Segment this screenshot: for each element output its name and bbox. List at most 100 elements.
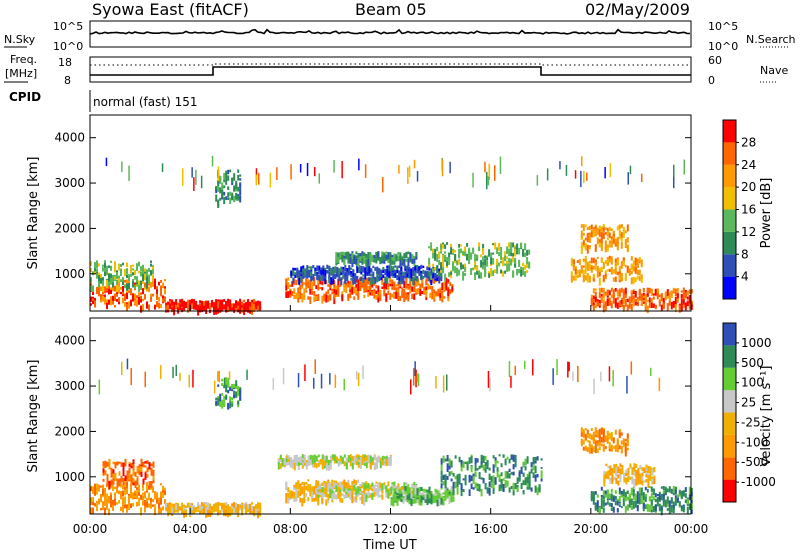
power-cell: [223, 172, 226, 180]
velocity-cell: [347, 455, 350, 463]
velocity-cell: [536, 487, 539, 496]
power-cell: [391, 257, 394, 261]
power-cell: [187, 303, 190, 308]
power-cell: [602, 287, 605, 293]
power-cell: [398, 276, 401, 285]
velocity-cell: [257, 507, 260, 510]
power-cell: [351, 252, 354, 260]
velocity-cell: [235, 507, 238, 513]
velocity-cell: [405, 482, 408, 486]
power-cell: [387, 290, 390, 295]
velocity-cell: [303, 486, 306, 491]
velocity-cell: [321, 493, 324, 499]
velocity-cell: [414, 496, 417, 504]
power-cell: [616, 271, 619, 276]
power-cell: [287, 277, 290, 281]
power-cell: [422, 265, 425, 268]
velocity-cell: [134, 495, 136, 498]
power-cell: [397, 255, 400, 261]
velocity-cell: [645, 472, 648, 475]
velocity-cell: [227, 504, 230, 510]
power-cell: [454, 250, 457, 253]
power-cell: [396, 269, 399, 274]
y-tick-label: 3000: [54, 176, 85, 190]
power-cell: [313, 296, 316, 302]
power-cell: [175, 299, 178, 305]
power-cell: [514, 245, 517, 248]
velocity-cell: [418, 494, 421, 503]
velocity-streak: [126, 358, 129, 370]
velocity-cell: [397, 484, 400, 488]
velocity-streak: [508, 361, 511, 378]
power-cell: [245, 301, 248, 308]
velocity-cell: [440, 483, 443, 488]
power-cell: [510, 246, 513, 253]
velocity-cell: [317, 460, 320, 467]
velocity-cell: [355, 480, 358, 486]
power-cell: [375, 295, 378, 300]
velocity-cell: [397, 487, 400, 492]
power-cell: [426, 276, 429, 279]
power-cell: [620, 232, 623, 238]
velocity-cell: [201, 506, 204, 515]
power-cell: [419, 283, 422, 291]
colorbar-segment: [723, 231, 736, 255]
power-cell: [447, 279, 450, 282]
velocity-cell: [446, 454, 449, 462]
velocity-cell: [277, 462, 280, 470]
power-streak: [314, 167, 316, 177]
power-cell: [247, 300, 250, 308]
power-cell: [225, 173, 228, 178]
power-cell: [504, 263, 507, 266]
power-cell: [328, 271, 331, 278]
power-cell: [602, 233, 605, 240]
velocity-cell: [658, 493, 661, 496]
power-cell: [417, 288, 420, 295]
power-cell: [318, 265, 321, 274]
velocity-streak: [442, 375, 445, 393]
power-cell: [454, 266, 457, 274]
power-cell: [309, 289, 312, 295]
power-cell: [480, 254, 483, 258]
power-cell: [306, 270, 309, 279]
velocity-cell: [355, 457, 358, 462]
power-cell: [110, 296, 112, 304]
power-cell: [443, 296, 446, 299]
velocity-cell: [132, 502, 134, 507]
velocity-cell: [331, 486, 334, 491]
power-cell: [140, 266, 142, 272]
velocity-streak: [313, 377, 315, 389]
power-cell: [387, 283, 390, 288]
velocity-cell: [664, 499, 667, 508]
power-cell: [428, 271, 431, 277]
velocity-cell: [490, 480, 493, 485]
power-cell: [632, 289, 635, 292]
velocity-cell: [124, 496, 126, 499]
velocity-cell: [361, 492, 364, 497]
velocity-cell: [106, 493, 108, 501]
velocity-cell: [408, 493, 411, 501]
power-cell: [221, 186, 224, 189]
power-cell: [377, 285, 380, 293]
velocity-cell: [580, 430, 583, 433]
power-cell: [662, 297, 665, 305]
power-cell: [364, 267, 367, 273]
power-cell: [337, 278, 340, 286]
power-cell: [484, 255, 487, 259]
velocity-cell: [540, 466, 543, 469]
power-cell: [195, 300, 198, 308]
velocity-cell: [106, 502, 108, 510]
power-cell: [112, 279, 114, 286]
power-cell: [94, 300, 96, 308]
power-cell: [231, 303, 234, 309]
velocity-cell: [126, 487, 128, 495]
power-cell: [586, 245, 589, 254]
velocity-cell: [645, 478, 648, 483]
power-cell: [321, 295, 324, 304]
power-cell: [388, 265, 391, 272]
velocity-cell: [690, 506, 693, 514]
power-cell: [311, 281, 314, 286]
velocity-cell: [642, 494, 645, 501]
power-cell: [213, 305, 216, 312]
